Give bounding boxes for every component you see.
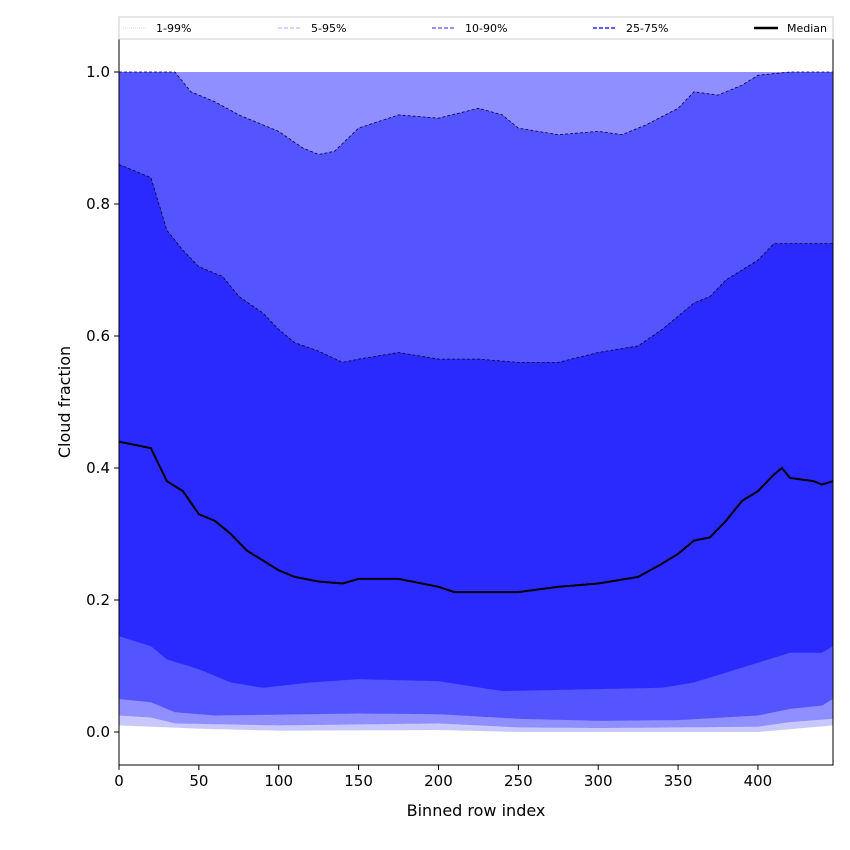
bands	[119, 72, 833, 732]
x-axis: 0 50 100 150 200 250 300 350 400	[114, 765, 772, 790]
x-tick-label: 350	[664, 772, 693, 790]
legend-label: 1-99%	[156, 22, 191, 35]
x-tick-label: 100	[264, 772, 293, 790]
x-tick-label: 50	[189, 772, 208, 790]
legend-label: 25-75%	[626, 22, 668, 35]
band-25-75%	[119, 164, 833, 692]
lines	[118, 71, 834, 594]
legend-label: 5-95%	[311, 22, 346, 35]
line-p90	[119, 71, 833, 155]
x-tick-label: 200	[424, 772, 453, 790]
x-tick-label: 400	[744, 772, 773, 790]
x-tick-label: 300	[584, 772, 613, 790]
x-tick-label: 0	[114, 772, 124, 790]
x-axis-label: Binned row index	[407, 801, 546, 820]
legend: 1-99% 5-95% 10-90% 25-75% Median	[118, 16, 834, 40]
y-axis: 0.0 0.2 0.4 0.6 0.8 1.0	[86, 63, 119, 741]
y-tick-label: 0.4	[86, 459, 110, 477]
y-tick-label: 0.8	[86, 195, 110, 213]
x-tick-label: 150	[344, 772, 373, 790]
y-tick-label: 0.0	[86, 723, 110, 741]
y-tick-label: 1.0	[86, 63, 110, 81]
y-axis-label: Cloud fraction	[55, 346, 74, 458]
legend-label: 10-90%	[465, 22, 507, 35]
y-tick-label: 0.6	[86, 327, 110, 345]
line-p50	[118, 440, 834, 594]
y-tick-label: 0.2	[86, 591, 110, 609]
legend-label: Median	[787, 22, 827, 35]
line-p75	[118, 164, 833, 363]
x-tick-label: 250	[504, 772, 533, 790]
